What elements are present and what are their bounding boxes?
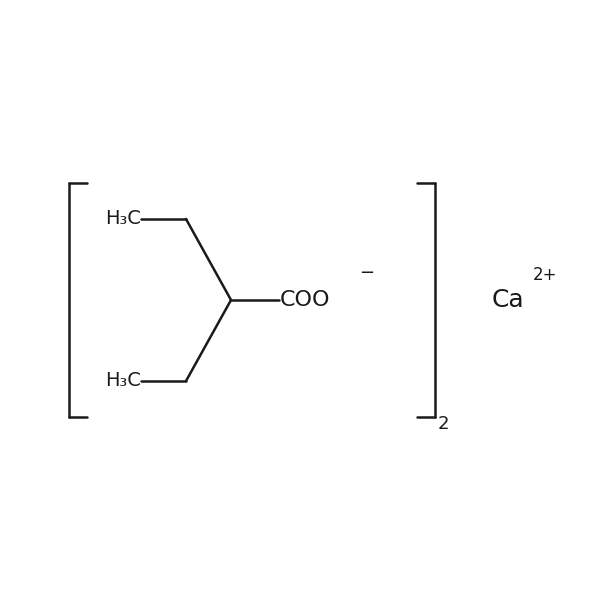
Text: −: − [359, 264, 374, 282]
Text: COO: COO [280, 290, 331, 310]
Text: H₃C: H₃C [105, 209, 141, 229]
Text: H₃C: H₃C [105, 371, 141, 391]
Text: 2+: 2+ [533, 266, 557, 284]
Text: 2: 2 [438, 415, 449, 433]
Text: Ca: Ca [492, 288, 524, 312]
